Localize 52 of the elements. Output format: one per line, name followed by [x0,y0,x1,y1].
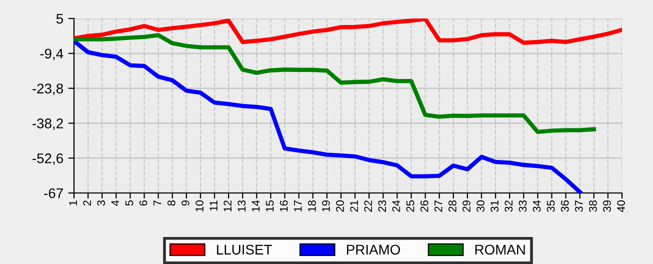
legend-label: LLUISET [217,244,272,255]
x-tick-label: 6 [139,200,148,206]
y-tick-label: -38,2 [32,118,63,130]
x-tick-label: 31 [490,200,499,212]
x-tick-label: 10 [196,200,204,212]
x-tick-label: 22 [364,200,372,212]
x-tick-label: 4 [111,200,120,206]
legend-label: ROMAN [475,244,525,255]
x-tick-label: 35 [546,200,555,212]
y-tick-label: 5 [56,14,63,24]
y-tick-label: -23,8 [32,84,63,96]
x-tick-label: 28 [448,200,456,212]
x-tick-label: 15 [266,200,274,212]
x-tick-label: 8 [167,200,176,206]
x-tick-label: 2 [83,200,91,206]
x-tick-label: 14 [252,200,260,212]
x-tick-label: 26 [420,200,428,212]
x-tick-label: 23 [378,200,386,212]
x-tick-label: 33 [518,200,527,212]
x-tick-label: 17 [294,200,302,212]
x-tick-label: 3 [97,200,106,206]
x-tick-label: 13 [238,200,246,212]
x-tick-label: 29 [462,200,470,212]
x-tick-label: 27 [434,200,442,212]
x-tick-label: 24 [392,200,400,212]
x-tick-label: 7 [154,200,162,206]
x-tick-label: 25 [406,200,414,212]
y-tick-label: -52,6 [32,153,63,165]
x-tick-label: 12 [224,200,232,212]
x-tick-label: 38 [589,200,597,212]
x-tick-label: 5 [125,200,134,206]
x-tick-label: 16 [280,200,288,212]
x-tick-label: 18 [308,200,316,212]
y-tick-label: -67 [44,188,63,198]
x-tick-label: 20 [336,200,344,212]
y-tick-label: -9,4 [40,48,64,60]
x-tick-label: 40 [617,200,625,212]
x-tick-label: 1 [69,200,77,206]
x-tick-label: 19 [322,200,330,212]
x-tick-label: 11 [210,200,218,211]
line-series [74,33,596,134]
x-tick-label: 36 [560,200,569,212]
x-tick-label: 37 [574,200,583,212]
x-tick-label: 39 [603,200,611,212]
x-tick-label: 21 [350,200,358,212]
x-tick-label: 32 [504,200,513,212]
x-tick-label: 9 [182,200,190,206]
legend-label: PRIAMO [346,244,400,255]
line-series [74,18,622,45]
x-tick-label: 34 [532,200,541,212]
x-tick-label: 30 [476,200,484,212]
line-series [74,38,582,193]
